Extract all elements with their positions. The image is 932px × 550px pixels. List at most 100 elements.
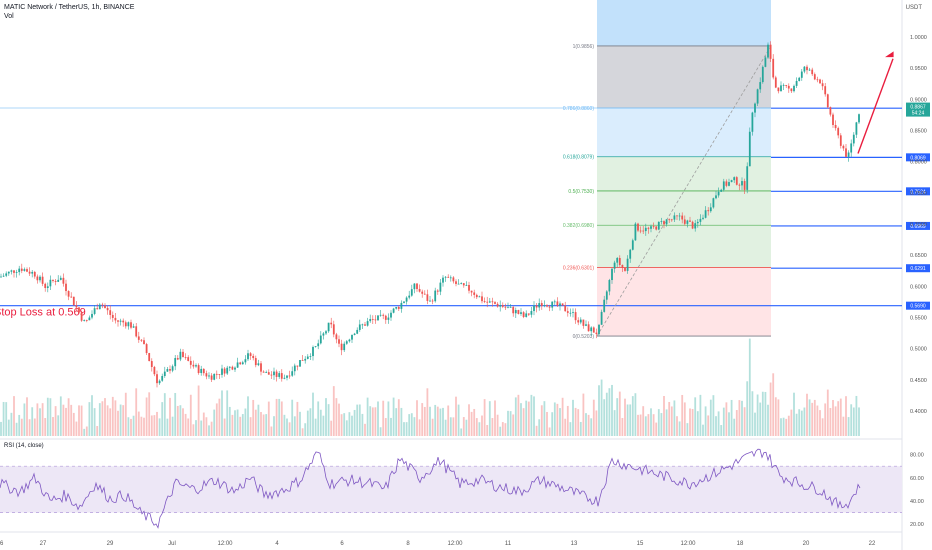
volume-bar <box>75 421 78 436</box>
volume-bar <box>741 400 743 436</box>
volume-bar <box>260 412 262 436</box>
candle-body <box>335 334 338 340</box>
volume-bar <box>478 422 481 436</box>
candle-body <box>629 249 632 259</box>
volume-bar <box>806 393 808 436</box>
candle-body <box>707 210 710 212</box>
candle-body <box>114 317 117 321</box>
volume-bar <box>351 415 353 436</box>
candle-body <box>260 363 262 372</box>
volume-bar <box>361 413 364 436</box>
price-tick-11: 0.4500 <box>910 378 927 384</box>
candle-body <box>808 69 811 71</box>
volume-bar <box>780 418 782 436</box>
fib-trend-line <box>596 45 772 337</box>
volume-bar <box>10 412 13 436</box>
volume-bar <box>382 400 385 436</box>
volume-bar <box>468 404 470 436</box>
volume-bar <box>707 415 710 436</box>
candle-body <box>522 312 525 317</box>
candle-body <box>210 375 213 380</box>
candle-body <box>668 219 671 221</box>
candle-body <box>434 290 437 302</box>
symbol-title[interactable]: MATIC Network / TetherUS, 1h, BINANCE <box>4 4 135 11</box>
candle-body <box>611 268 613 281</box>
rsi-title[interactable]: RSI (14, close) <box>4 443 44 449</box>
volume-bar <box>114 400 117 436</box>
level-tag-5 <box>906 301 930 310</box>
candle-body <box>78 307 80 313</box>
volume-bar <box>824 403 827 436</box>
candle-body <box>364 324 366 326</box>
candle-body <box>67 291 70 297</box>
candle-body <box>572 312 574 313</box>
candle-body <box>650 226 652 229</box>
candle-body <box>254 358 257 366</box>
volume-bar <box>192 424 195 436</box>
candle-body <box>231 366 234 370</box>
volume-bar <box>293 416 296 436</box>
volume-bar <box>218 398 221 436</box>
volume-bar <box>80 405 83 436</box>
candle-body <box>696 221 699 224</box>
volume-bar <box>423 406 426 436</box>
volume-bar <box>345 420 348 436</box>
fib-zone-4 <box>597 225 771 268</box>
candle-body <box>2 275 5 277</box>
candle-body <box>405 297 408 302</box>
candle-body <box>96 308 99 310</box>
candle-body <box>189 360 192 365</box>
time-tick-2: 29 <box>107 541 114 547</box>
volume-bar <box>187 418 190 436</box>
candle-body <box>832 114 834 125</box>
volume-bar <box>371 407 374 436</box>
candle-body <box>543 305 546 307</box>
candle-body <box>273 371 275 376</box>
candle-body <box>499 305 502 307</box>
candle-body <box>533 305 535 312</box>
volume-bar <box>738 400 741 436</box>
volume-bar <box>725 402 728 436</box>
candle-body <box>512 306 515 314</box>
candle-body <box>509 306 512 308</box>
candle-body <box>473 292 476 295</box>
candle-body <box>7 271 10 274</box>
volume-bar <box>764 391 767 436</box>
volume-bar <box>543 401 546 436</box>
candle-body <box>647 227 650 229</box>
volume-bar <box>111 396 114 436</box>
volume-bar <box>70 404 73 436</box>
candle-body <box>26 269 28 272</box>
candle-body <box>174 358 177 367</box>
candle-body <box>327 322 330 332</box>
candle-body <box>15 272 18 273</box>
volume-bar <box>330 420 333 436</box>
candle-body <box>626 258 629 271</box>
candle-body <box>644 227 647 232</box>
volume-bar <box>670 406 673 436</box>
level-tag-2 <box>906 187 930 196</box>
candle-body <box>756 89 759 104</box>
volume-bar <box>257 404 260 436</box>
candle-body <box>306 356 309 359</box>
volume-bar <box>312 392 314 436</box>
candle-body <box>551 301 554 308</box>
volume-bar <box>135 388 138 436</box>
candle-body <box>267 372 270 375</box>
volume-bar <box>678 421 681 436</box>
volume-bar <box>850 404 853 436</box>
time-tick-4: 12:00 <box>217 541 233 547</box>
candle-body <box>338 339 340 344</box>
volume-label[interactable]: Vol <box>4 13 14 20</box>
volume-bar <box>122 405 125 436</box>
volume-bar <box>291 399 294 436</box>
candle-body <box>603 299 606 312</box>
candle-body <box>699 218 702 222</box>
volume-bar <box>470 411 473 436</box>
candle-body <box>624 267 626 271</box>
candle-body <box>769 44 772 59</box>
candle-body <box>772 58 775 78</box>
volume-bar <box>613 410 616 436</box>
candle-body <box>639 230 642 232</box>
